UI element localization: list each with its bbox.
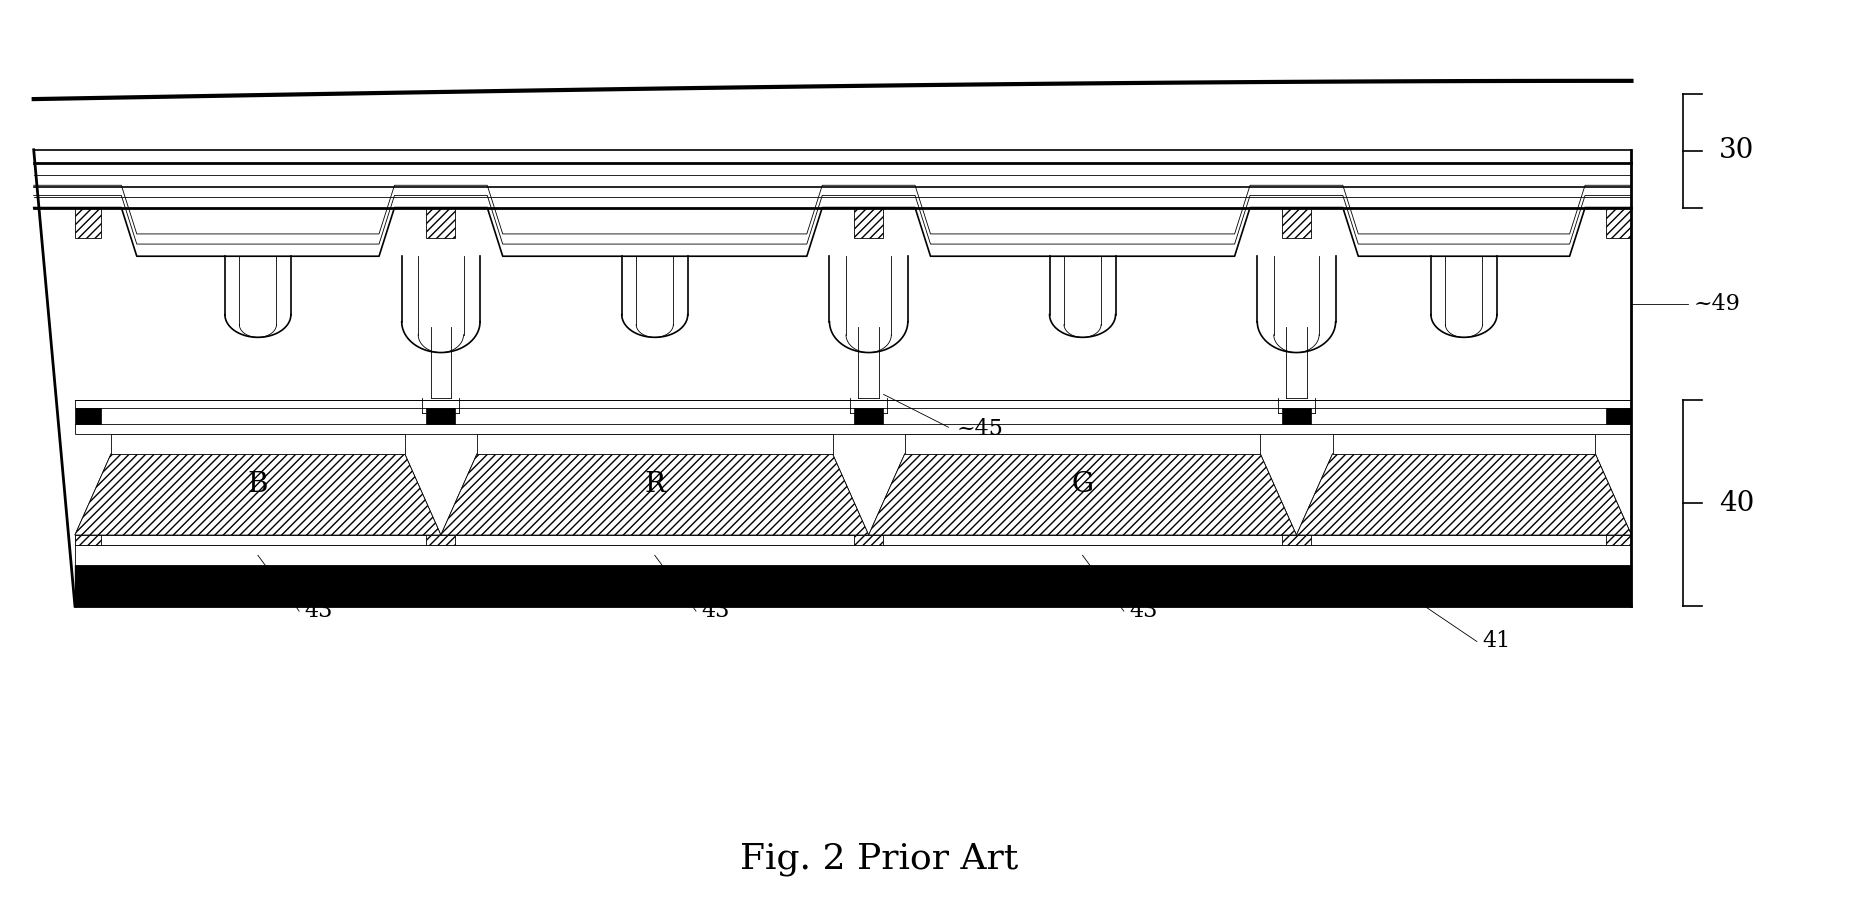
- Polygon shape: [1282, 207, 1310, 238]
- Polygon shape: [1606, 535, 1632, 545]
- Polygon shape: [854, 207, 884, 238]
- Polygon shape: [74, 535, 100, 545]
- Polygon shape: [502, 207, 808, 256]
- Text: B: B: [248, 471, 268, 498]
- Polygon shape: [112, 433, 406, 453]
- Polygon shape: [74, 545, 1632, 565]
- Polygon shape: [74, 207, 100, 238]
- Text: Fig. 2 Prior Art: Fig. 2 Prior Art: [741, 843, 1018, 877]
- Polygon shape: [854, 409, 884, 423]
- Polygon shape: [869, 453, 1297, 535]
- Polygon shape: [426, 535, 456, 545]
- Polygon shape: [1282, 535, 1310, 545]
- Polygon shape: [1297, 453, 1632, 535]
- Text: 30: 30: [1720, 138, 1755, 164]
- Polygon shape: [441, 453, 869, 535]
- Polygon shape: [74, 535, 1632, 545]
- Polygon shape: [74, 453, 441, 535]
- Polygon shape: [33, 81, 1632, 150]
- Polygon shape: [74, 400, 1632, 409]
- Text: G: G: [1072, 471, 1094, 498]
- Polygon shape: [1606, 207, 1632, 238]
- Text: R: R: [644, 471, 664, 498]
- Polygon shape: [930, 207, 1234, 256]
- Polygon shape: [854, 535, 884, 545]
- Text: 41: 41: [1481, 631, 1511, 653]
- Polygon shape: [441, 453, 869, 535]
- Polygon shape: [1359, 207, 1569, 256]
- Polygon shape: [74, 409, 100, 423]
- Polygon shape: [1282, 409, 1310, 423]
- Text: ~49: ~49: [1694, 293, 1740, 315]
- Polygon shape: [1297, 453, 1632, 535]
- Polygon shape: [426, 409, 456, 423]
- Text: ~45: ~45: [957, 418, 1003, 440]
- Polygon shape: [74, 423, 1632, 433]
- Text: 43: 43: [702, 600, 730, 622]
- Polygon shape: [136, 207, 380, 256]
- Polygon shape: [904, 433, 1260, 453]
- Polygon shape: [426, 207, 456, 238]
- Polygon shape: [1332, 433, 1595, 453]
- Polygon shape: [869, 453, 1297, 535]
- Polygon shape: [476, 433, 832, 453]
- Text: 40: 40: [1720, 489, 1755, 517]
- Text: 43: 43: [1130, 600, 1158, 622]
- Polygon shape: [74, 565, 1632, 606]
- Polygon shape: [74, 453, 441, 535]
- Polygon shape: [1606, 409, 1632, 423]
- Text: 43: 43: [305, 600, 333, 622]
